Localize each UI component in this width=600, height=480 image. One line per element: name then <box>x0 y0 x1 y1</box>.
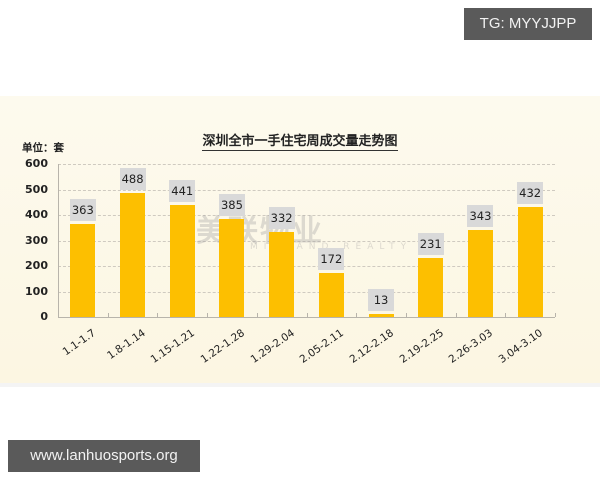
x-tick-mark <box>107 313 109 317</box>
bar <box>120 192 146 317</box>
x-tick-mark <box>256 313 258 317</box>
bar <box>517 206 543 317</box>
bar <box>169 204 195 317</box>
value-label: 343 <box>467 204 494 227</box>
chart-title: 深圳全市一手住宅周成交量走势图 <box>0 130 600 151</box>
divider <box>0 383 600 387</box>
x-tick-mark <box>306 313 308 317</box>
grid-line <box>58 291 555 293</box>
value-label: 385 <box>218 193 245 216</box>
unit-label: 单位：套 <box>22 142 64 154</box>
y-tick-label: 0 <box>40 310 48 323</box>
y-tick-label: 500 <box>25 182 48 196</box>
value-label: 13 <box>368 288 395 311</box>
y-tick-label: 600 <box>25 157 48 170</box>
value-label: 432 <box>517 181 544 204</box>
x-tick-mark <box>455 313 457 317</box>
y-axis <box>58 164 59 317</box>
bottom-tag: www.lanhuosports.org <box>8 440 200 472</box>
bar <box>219 218 245 317</box>
x-tick-mark <box>207 313 209 317</box>
x-tick-mark <box>505 313 507 317</box>
y-tick-label: 300 <box>25 233 48 247</box>
bar <box>368 313 394 317</box>
value-label: 332 <box>268 207 295 230</box>
bar <box>467 229 493 317</box>
y-tick-label: 100 <box>25 284 48 298</box>
chart-panel <box>0 96 600 383</box>
x-axis <box>58 317 555 318</box>
value-label: 231 <box>417 233 444 256</box>
value-label: 363 <box>69 199 96 222</box>
grid-line <box>58 189 555 191</box>
x-tick-mark <box>405 313 407 317</box>
bar <box>418 258 444 317</box>
y-tick-label: 200 <box>25 259 48 272</box>
watermark: 美联物业 <box>196 214 324 249</box>
chart-title-text: 深圳全市一手住宅周成交量走势图 <box>202 134 398 151</box>
x-tick-mark <box>157 313 159 317</box>
bar <box>70 224 96 317</box>
value-label: 172 <box>318 248 345 271</box>
grid-line <box>58 240 555 242</box>
bar <box>269 232 295 317</box>
y-tick-label: 400 <box>25 208 48 221</box>
grid-line <box>58 266 555 267</box>
x-tick-mark <box>555 313 556 317</box>
top-tag: TG: MYYJJPP <box>464 8 592 40</box>
value-label: 441 <box>169 179 196 202</box>
watermark-sub: MIDLAND REALTY <box>250 242 413 252</box>
grid-line <box>58 164 555 165</box>
value-label: 488 <box>119 167 146 190</box>
x-tick-mark <box>356 313 358 317</box>
grid-line <box>58 215 555 216</box>
bar <box>318 273 344 317</box>
